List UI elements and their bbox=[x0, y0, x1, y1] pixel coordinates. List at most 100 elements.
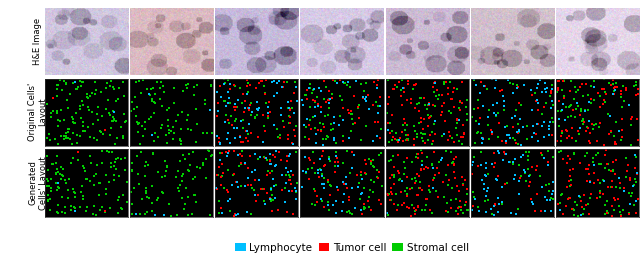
Point bbox=[350, 206, 360, 210]
Point bbox=[458, 183, 468, 188]
Point bbox=[221, 104, 231, 108]
Point bbox=[602, 199, 612, 203]
Point bbox=[606, 169, 616, 173]
Point bbox=[61, 136, 71, 140]
Point bbox=[333, 164, 343, 168]
Point bbox=[282, 100, 292, 104]
Point bbox=[243, 139, 253, 143]
Point bbox=[163, 124, 173, 128]
Point bbox=[113, 198, 124, 202]
Point bbox=[403, 133, 413, 137]
Point bbox=[562, 161, 572, 165]
Point bbox=[630, 80, 640, 84]
Point bbox=[211, 186, 221, 190]
Point bbox=[223, 100, 233, 104]
Point bbox=[142, 87, 152, 91]
Point bbox=[298, 103, 308, 107]
Point bbox=[420, 103, 430, 107]
Point bbox=[259, 124, 269, 128]
Point bbox=[108, 115, 118, 119]
Point bbox=[271, 183, 281, 187]
Point bbox=[593, 91, 604, 95]
Point bbox=[460, 178, 470, 182]
Point bbox=[375, 104, 385, 108]
Point bbox=[582, 126, 593, 130]
Point bbox=[446, 198, 456, 202]
Point bbox=[246, 101, 256, 106]
Point bbox=[47, 162, 58, 166]
Point bbox=[317, 182, 327, 186]
Point bbox=[45, 197, 56, 201]
Point bbox=[563, 154, 573, 158]
Point bbox=[68, 131, 78, 135]
Point bbox=[604, 168, 614, 172]
Point bbox=[580, 154, 590, 158]
Point bbox=[625, 123, 636, 127]
Point bbox=[388, 135, 398, 139]
Point bbox=[216, 183, 227, 187]
Point bbox=[547, 180, 557, 184]
Point bbox=[417, 116, 427, 120]
Point bbox=[229, 172, 239, 176]
Point bbox=[627, 191, 637, 195]
Point bbox=[330, 170, 340, 174]
Point bbox=[230, 212, 241, 216]
Point bbox=[266, 187, 276, 191]
Point bbox=[160, 174, 170, 179]
Point bbox=[490, 202, 500, 206]
Point bbox=[461, 208, 472, 213]
Point bbox=[443, 210, 453, 214]
Point bbox=[430, 104, 440, 108]
Point bbox=[337, 208, 348, 213]
Point bbox=[223, 168, 233, 172]
Point bbox=[77, 80, 87, 84]
Point bbox=[558, 102, 568, 106]
Point bbox=[388, 165, 399, 170]
Point bbox=[620, 156, 630, 160]
Point bbox=[439, 195, 449, 199]
Point bbox=[73, 158, 83, 162]
Point bbox=[68, 156, 78, 160]
Point bbox=[367, 139, 378, 143]
Point bbox=[609, 134, 619, 138]
Point bbox=[323, 180, 333, 184]
Point bbox=[140, 164, 150, 168]
Point bbox=[147, 200, 157, 205]
Point bbox=[500, 182, 510, 186]
Point bbox=[332, 156, 342, 160]
Point bbox=[262, 158, 272, 162]
Point bbox=[79, 165, 89, 170]
Point bbox=[285, 178, 296, 182]
Point bbox=[547, 91, 557, 95]
Point bbox=[568, 207, 579, 212]
Point bbox=[46, 177, 56, 181]
Point bbox=[156, 103, 166, 108]
Point bbox=[342, 186, 352, 190]
Point bbox=[172, 213, 182, 217]
Point bbox=[278, 85, 289, 89]
Point bbox=[81, 177, 91, 181]
Point bbox=[105, 84, 115, 88]
Point bbox=[69, 122, 79, 126]
Point bbox=[535, 174, 545, 178]
Point bbox=[82, 177, 92, 181]
Point bbox=[545, 133, 555, 137]
Point bbox=[337, 118, 348, 122]
Point bbox=[623, 211, 634, 215]
Point bbox=[300, 171, 310, 175]
Point bbox=[305, 104, 316, 109]
Point bbox=[52, 118, 63, 123]
Point bbox=[254, 178, 264, 182]
Point bbox=[100, 191, 111, 196]
Point bbox=[335, 114, 346, 118]
Point bbox=[389, 87, 399, 91]
Point bbox=[527, 93, 537, 97]
Point bbox=[475, 116, 485, 120]
Point bbox=[221, 188, 232, 192]
Point bbox=[321, 100, 332, 104]
Point bbox=[214, 142, 225, 146]
Point bbox=[150, 213, 160, 217]
Point bbox=[545, 198, 555, 202]
Point bbox=[458, 211, 468, 215]
Point bbox=[614, 204, 624, 208]
